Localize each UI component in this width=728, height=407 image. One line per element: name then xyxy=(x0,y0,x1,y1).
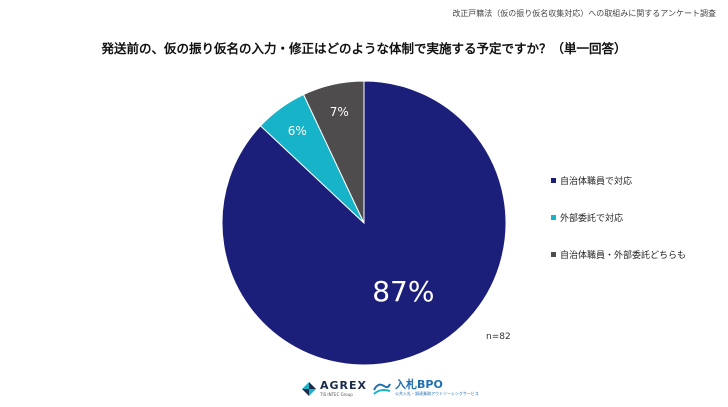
agrex-logo-icon xyxy=(302,381,316,396)
legend-item-staff: 自治体職員で対応 xyxy=(551,174,686,187)
legend-item-both: 自治体職員・外部委託どちらも xyxy=(551,248,687,261)
sample-size-label: n=82 xyxy=(486,332,511,342)
pie-label-staff: 87% xyxy=(372,275,434,308)
bpo-logo-icon xyxy=(373,383,391,395)
chart-title: 発送前の、仮の振り仮名の入力・修正はどのような体制で実施する予定ですか？（単一回… xyxy=(101,41,627,56)
agrex-logo-text: AGREX xyxy=(320,379,368,392)
survey-header-note: 改正戸籍法（仮の振り仮名収集対応）への取組みに関するアンケート調査 xyxy=(452,9,716,18)
footer-logos: AGREX TIS INTEC Group 入札BPO 公共入札・調達業務アウト… xyxy=(0,378,728,402)
pie-label-both: 7% xyxy=(330,105,349,119)
pie-label-outsourcing: 6% xyxy=(288,124,307,138)
bpo-logo: 入札BPO 公共入札・調達業務アウトソーシングサービス xyxy=(372,379,479,396)
legend-label-staff: 自治体職員で対応 xyxy=(560,176,633,187)
pie-slice-both xyxy=(302,80,365,224)
agrex-logo: AGREX TIS INTEC Group xyxy=(302,380,367,397)
legend-swatch-staff xyxy=(551,177,556,183)
agrex-logo-subtext: TIS INTEC Group xyxy=(320,392,353,397)
legend-swatch-outsourcing xyxy=(551,214,556,220)
legend-swatch-both xyxy=(551,251,556,257)
bpo-logo-text: 入札BPO xyxy=(395,378,443,391)
legend-label-outsourcing: 外部委託で対応 xyxy=(560,213,624,224)
bpo-logo-subtext: 公共入札・調達業務アウトソーシングサービス xyxy=(395,391,479,396)
pie-slice-staff xyxy=(221,80,507,366)
legend-item-outsourcing: 外部委託で対応 xyxy=(551,211,686,224)
chart-legend: 自治体職員で対応 外部委託で対応 自治体職員・外部委託どちらも xyxy=(551,174,686,285)
legend-label-both: 自治体職員・外部委託どちらも xyxy=(560,250,687,261)
